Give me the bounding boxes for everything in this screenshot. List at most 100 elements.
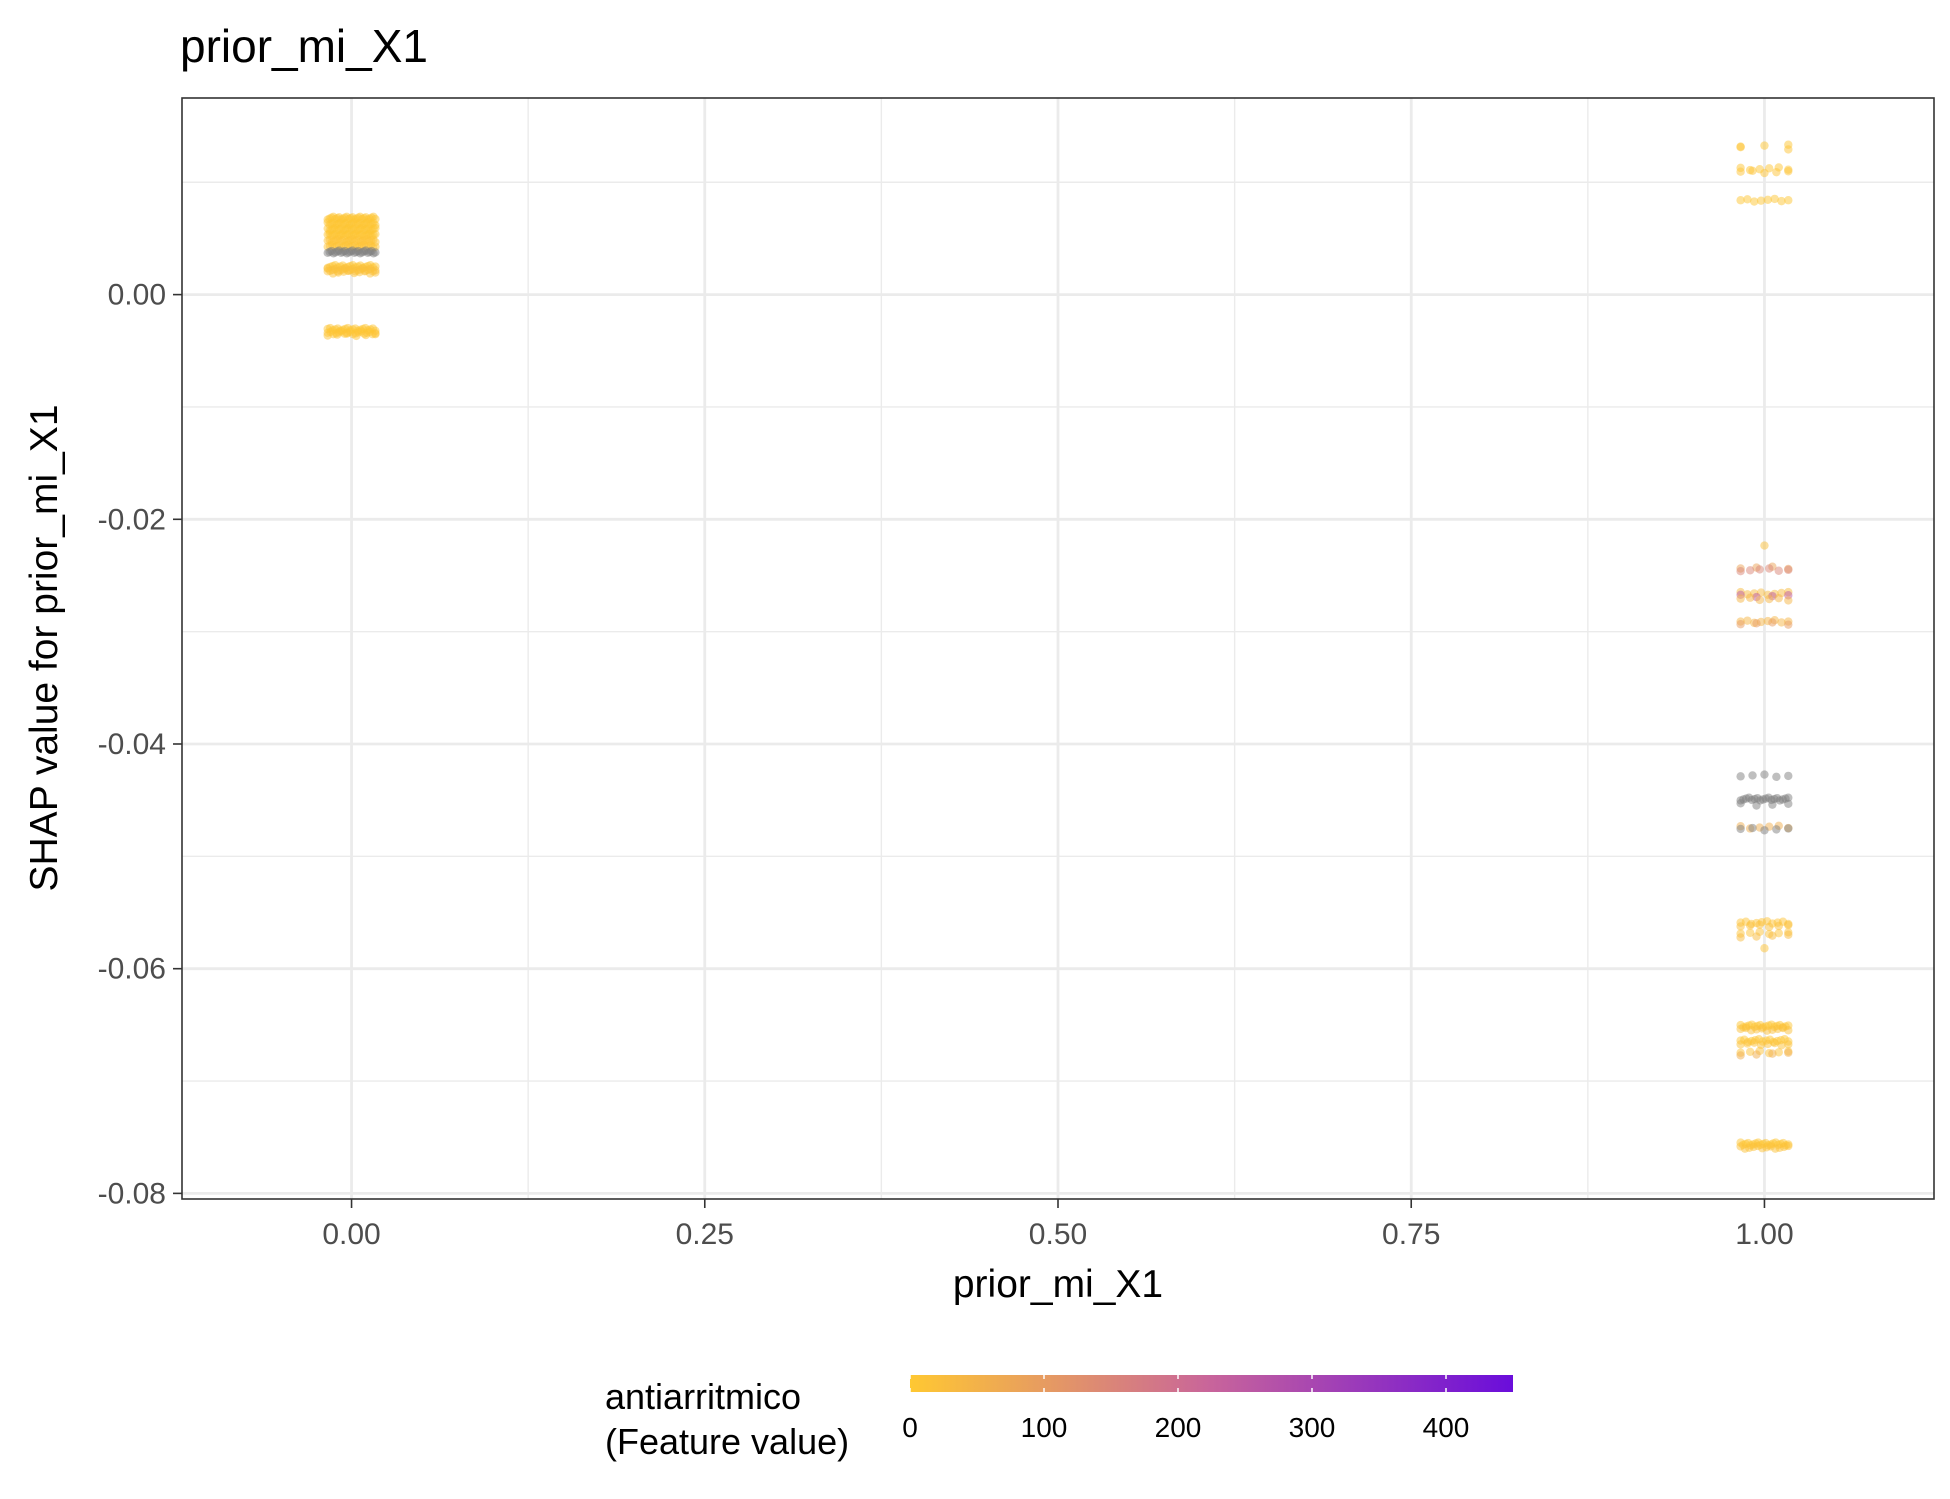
data-point	[1784, 799, 1793, 808]
data-point	[1765, 594, 1774, 604]
data-point	[1784, 1026, 1793, 1035]
data-point	[1763, 1039, 1773, 1049]
chart-title: prior_mi_X1	[180, 20, 428, 72]
data-point	[1784, 771, 1793, 781]
data-points	[323, 140, 1793, 1153]
data-point	[1777, 196, 1786, 206]
legend-tick-label: 100	[1021, 1412, 1068, 1443]
data-point	[1765, 922, 1774, 932]
data-point	[1736, 1051, 1745, 1060]
data-point	[1784, 930, 1793, 939]
data-point	[1768, 618, 1777, 627]
data-point	[1745, 921, 1755, 930]
data-point	[323, 331, 332, 340]
data-point	[1774, 928, 1783, 938]
data-point	[1760, 541, 1769, 550]
data-point	[1774, 921, 1783, 931]
data-point	[1743, 195, 1752, 204]
x-axis-title: prior_mi_X1	[953, 1263, 1163, 1306]
data-point	[1736, 167, 1745, 176]
data-point	[1774, 566, 1783, 575]
legend-tick-label: 0	[902, 1412, 918, 1443]
data-point	[1750, 1038, 1759, 1047]
data-point	[1756, 196, 1766, 205]
data-point	[1784, 145, 1793, 154]
data-point	[1755, 565, 1764, 574]
legend-title-line1: antiarritmico	[605, 1376, 801, 1417]
y-tick-label: -0.02	[98, 503, 166, 536]
y-tick-label: 0.00	[108, 279, 166, 312]
data-point	[1750, 197, 1759, 206]
data-point	[1755, 920, 1764, 929]
data-point	[371, 329, 380, 339]
y-tick-label: -0.06	[98, 953, 166, 986]
data-point	[1772, 825, 1781, 834]
x-tick-label: 0.00	[322, 1218, 380, 1251]
data-point	[1784, 1040, 1793, 1049]
y-tick-label: -0.04	[98, 728, 166, 761]
data-point	[1784, 565, 1793, 575]
data-point	[1784, 1141, 1793, 1151]
data-point	[1745, 1047, 1755, 1057]
y-axis-title: SHAP value for prior_mi_X1	[23, 404, 66, 891]
data-point	[1743, 616, 1752, 625]
legend-tick-label: 400	[1423, 1412, 1470, 1443]
data-point	[1784, 920, 1793, 930]
data-point	[333, 330, 342, 339]
data-point	[1784, 196, 1793, 205]
data-point	[1774, 593, 1783, 603]
data-point	[1745, 928, 1755, 937]
data-point	[1748, 166, 1757, 176]
data-point	[1765, 564, 1774, 573]
data-point	[1736, 594, 1745, 603]
data-point	[1760, 944, 1769, 953]
data-point	[1736, 567, 1745, 576]
data-point	[1752, 932, 1761, 941]
data-point	[1760, 770, 1769, 779]
data-point	[1784, 793, 1793, 802]
x-axis: 0.00 0.25 0.50 0.75 1.00	[322, 1199, 1794, 1251]
data-point	[1784, 1048, 1793, 1057]
data-point	[1752, 619, 1761, 628]
data-point	[1736, 933, 1745, 942]
data-point	[371, 248, 380, 257]
x-tick-label: 0.25	[676, 1218, 734, 1251]
data-point	[1745, 593, 1755, 602]
data-point	[1760, 141, 1769, 150]
data-point	[371, 223, 380, 233]
data-point	[1760, 168, 1769, 178]
legend-title-line2: (Feature value)	[605, 1421, 849, 1462]
data-point	[1784, 620, 1793, 629]
data-point	[1743, 1039, 1752, 1048]
data-point	[1770, 194, 1779, 204]
data-point	[1777, 1041, 1786, 1050]
data-point	[1736, 772, 1745, 781]
data-point	[1748, 823, 1757, 833]
data-point	[1752, 1050, 1761, 1059]
data-point	[1772, 772, 1781, 782]
data-point	[1763, 195, 1773, 204]
legend-colorbar	[910, 1375, 1513, 1392]
data-point	[1784, 824, 1793, 833]
data-point	[1772, 167, 1781, 177]
x-tick-label: 1.00	[1735, 1218, 1793, 1251]
data-point	[1768, 1049, 1777, 1058]
data-point	[361, 330, 371, 340]
y-tick-label: -0.08	[98, 1177, 166, 1210]
grid-major	[182, 98, 1934, 1199]
data-point	[1745, 566, 1755, 575]
data-point	[1736, 1040, 1745, 1049]
color-legend: antiarritmico (Feature value) 0 100 200 300…	[605, 1375, 1513, 1462]
data-point	[1736, 799, 1745, 808]
data-point	[1784, 596, 1793, 605]
data-point	[1736, 196, 1745, 205]
data-point	[1736, 620, 1745, 629]
y-axis: 0.00 -0.02 -0.04 -0.06 -0.08	[98, 279, 182, 1210]
data-point	[352, 331, 361, 341]
x-tick-label: 0.50	[1029, 1218, 1087, 1251]
data-point	[1774, 1048, 1783, 1057]
x-tick-label: 0.75	[1382, 1218, 1440, 1251]
data-point	[1777, 618, 1786, 627]
data-point	[1736, 922, 1745, 931]
